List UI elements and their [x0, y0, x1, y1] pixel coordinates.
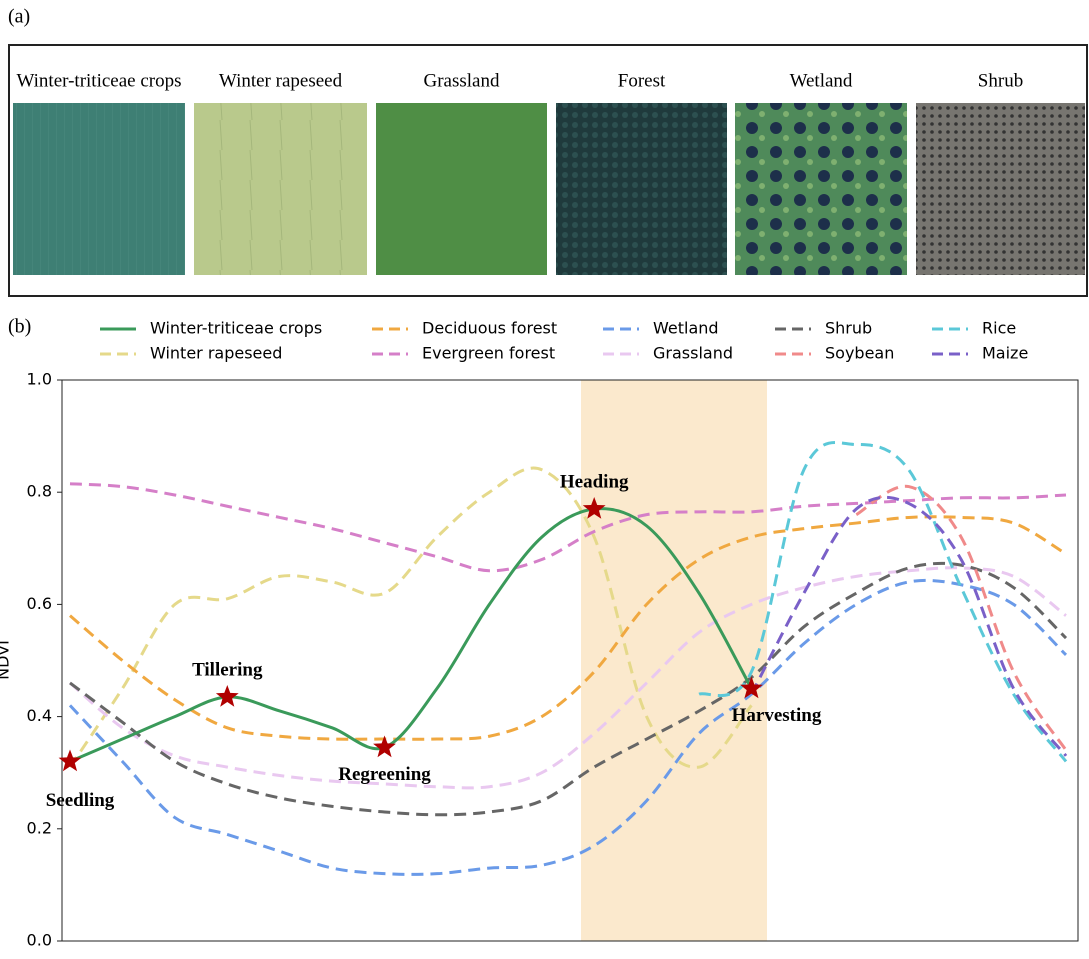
- image-title: Forest: [618, 70, 666, 91]
- legend-label: Maize: [982, 344, 1028, 363]
- satellite-image: [916, 103, 1085, 275]
- panel-label: (a): [8, 6, 30, 28]
- series-line: [70, 484, 1066, 571]
- stage-label: Tillering: [192, 659, 263, 680]
- legend-label: Shrub: [825, 319, 872, 338]
- image-title: Winter-triticeae crops: [16, 70, 181, 91]
- satellite-image: [735, 103, 907, 275]
- satellite-image: [13, 103, 185, 275]
- legend-label: Winter-triticeae crops: [150, 319, 322, 338]
- legend-label: Evergreen forest: [422, 344, 555, 363]
- y-tick-label: 0.0: [27, 931, 52, 950]
- series-line: [70, 580, 1066, 874]
- panel-label: (b): [8, 316, 31, 338]
- legend-label: Grassland: [653, 344, 733, 363]
- satellite-image: [194, 103, 367, 275]
- y-axis-label: NDVI: [0, 640, 13, 680]
- y-tick-label: 1.0: [27, 370, 52, 389]
- stage-label: Regreening: [338, 764, 431, 785]
- legend-label: Rice: [982, 319, 1016, 338]
- stage-label: Seedling: [46, 790, 115, 811]
- legend-label: Soybean: [825, 344, 894, 363]
- legend-label: Deciduous forest: [422, 319, 557, 338]
- highlight-band: [581, 380, 767, 941]
- stage-label: Heading: [560, 471, 629, 492]
- series-line: [70, 517, 1066, 740]
- image-title: Winter rapeseed: [219, 70, 343, 91]
- image-title: Wetland: [790, 70, 853, 91]
- satellite-image: [376, 103, 547, 275]
- y-tick-label: 0.6: [27, 594, 52, 613]
- image-title: Grassland: [424, 70, 500, 91]
- y-tick-label: 0.8: [27, 482, 52, 501]
- series-line: [856, 486, 1066, 750]
- stage-star: [216, 685, 239, 707]
- legend-label: Wetland: [653, 319, 719, 338]
- legend-label: Winter rapeseed: [150, 344, 282, 363]
- stage-label: Harvesting: [732, 705, 822, 726]
- y-tick-label: 0.2: [27, 818, 52, 837]
- y-tick-label: 0.4: [27, 706, 52, 725]
- series-line: [70, 563, 1066, 814]
- satellite-image: [556, 103, 727, 275]
- image-title: Shrub: [978, 70, 1023, 91]
- figure: (a) (b) NDVI Winter-triticeae crops Winte…: [0, 0, 1089, 954]
